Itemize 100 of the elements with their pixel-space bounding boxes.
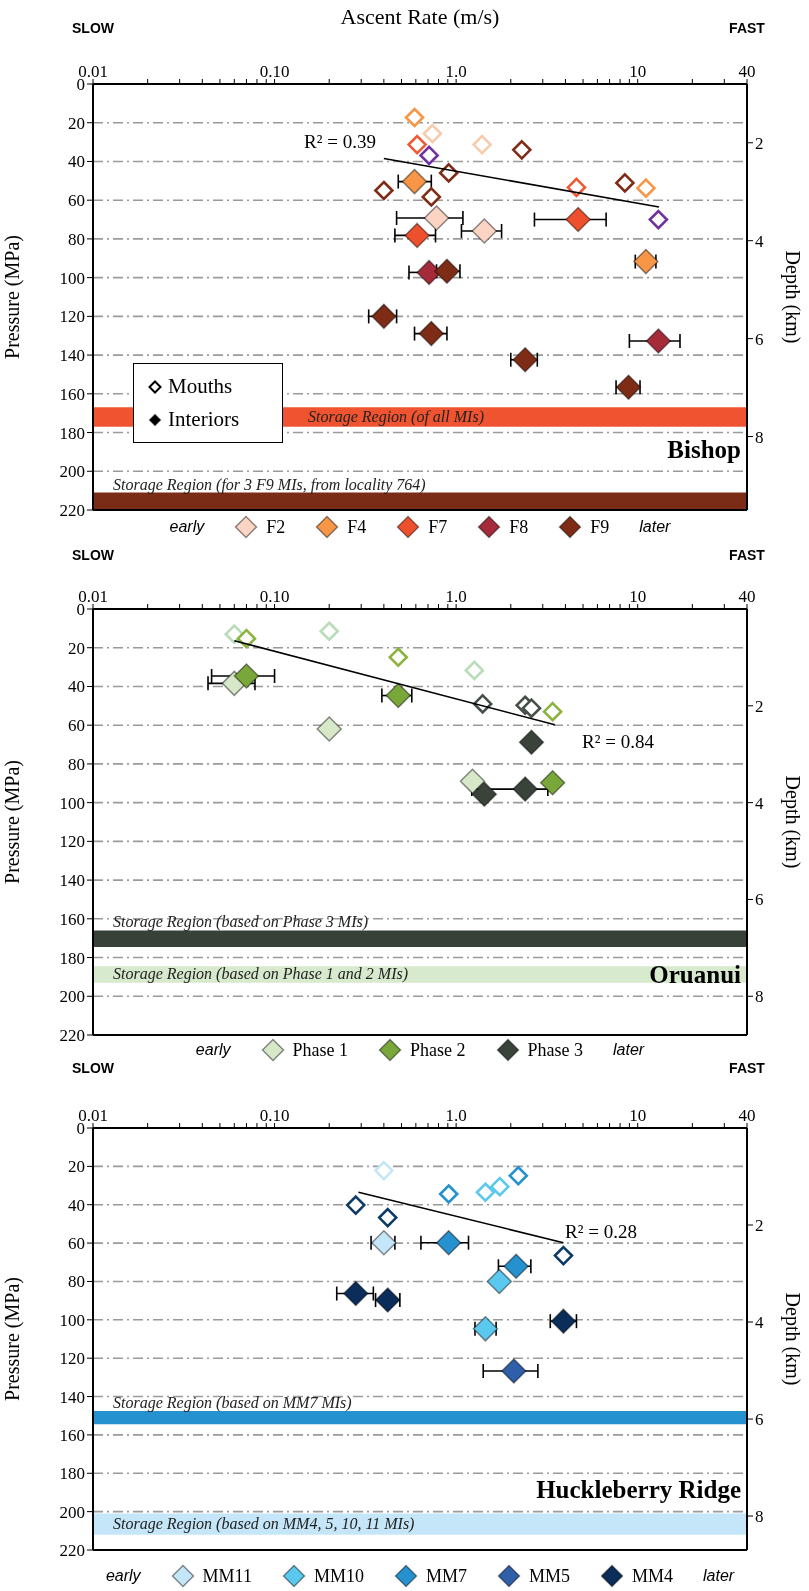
legend-label: Phase 3 (527, 1039, 584, 1061)
y-tick-label: 220 (59, 501, 85, 521)
y-tick-label: 20 (68, 638, 85, 658)
x-tick-label: 0.10 (259, 587, 290, 606)
text: later (639, 518, 671, 536)
y-tick-label: 160 (59, 384, 85, 404)
y-tick-label: 120 (59, 307, 85, 327)
y-tick-label: 140 (59, 1387, 85, 1407)
y-tick-label: 140 (59, 346, 85, 366)
y-tick-label: 220 (59, 1026, 85, 1046)
x-tick-label: 1.0 (445, 62, 467, 81)
y2-axis-title: Depth (km) (780, 1292, 804, 1386)
x-tick-label: 1.0 (445, 1106, 467, 1125)
legend-label: F7 (428, 516, 448, 538)
y-axis-title: Pressure (MPa) (1, 760, 25, 884)
legend-label: F8 (509, 516, 529, 538)
x-tick-label: 10 (629, 1106, 647, 1125)
y-tick-label: 200 (59, 987, 85, 1007)
y-tick-label: 60 (68, 716, 85, 736)
x-tick-label: 40 (738, 587, 756, 606)
y-tick-label: 140 (59, 871, 85, 891)
y2-tick-label: 4 (755, 231, 764, 251)
y2-tick-label: 2 (755, 133, 764, 153)
annotation: Mouths (168, 374, 233, 399)
legend-label: MM4 (631, 1565, 673, 1587)
y-tick-label: 80 (68, 229, 85, 249)
legend-label: MM10 (313, 1565, 364, 1587)
legend-label: F2 (266, 516, 286, 538)
x-tick-label: 0.10 (259, 62, 290, 81)
y-tick-label: 40 (68, 1195, 85, 1215)
y-tick-label: 160 (59, 909, 85, 929)
y2-tick-label: 8 (755, 987, 764, 1007)
text: Huckleberry Ridge (536, 1476, 741, 1504)
text: early (169, 518, 205, 536)
text: SLOW (72, 20, 114, 36)
text: SLOW (72, 1060, 114, 1076)
x-tick-label: 1.0 (445, 587, 467, 606)
y-tick-label: 100 (59, 793, 85, 813)
text: early (195, 1041, 231, 1059)
y-tick-label: 160 (59, 1425, 85, 1445)
legend-label: MM5 (528, 1565, 570, 1587)
y2-axis-title: Depth (km) (780, 250, 804, 344)
x-tick-label: 10 (629, 587, 647, 606)
band-label: Storage Region (based on MM7 MIs) (113, 1394, 352, 1413)
y-tick-label: 180 (59, 948, 85, 968)
y-tick-label: 20 (68, 113, 85, 133)
legend-label: Phase 2 (410, 1039, 466, 1061)
band-label: Storage Region (for 3 F9 MIs, from locality 764) (113, 475, 426, 494)
x-axis-title: Ascent Rate (m/s) (340, 4, 500, 30)
legend-label: Phase 1 (292, 1039, 349, 1061)
y-tick-label: 60 (68, 1234, 85, 1254)
y2-tick-label: 6 (755, 329, 764, 349)
text: Bishop (667, 436, 741, 464)
legend-label: MM11 (202, 1565, 252, 1587)
text: SLOW (72, 547, 114, 563)
y-tick-label: 40 (68, 677, 85, 697)
text: FAST (729, 1060, 765, 1076)
legend-label: F4 (347, 516, 367, 538)
y-tick-label: 20 (68, 1157, 85, 1177)
band-label: Storage Region (of all MIs) (308, 408, 484, 427)
y2-tick-label: 4 (755, 793, 764, 813)
y-tick-label: 120 (59, 1349, 85, 1369)
band-label: Storage Region (based on Phase 1 and 2 MIs) (113, 965, 409, 984)
y2-tick-label: 4 (755, 1313, 764, 1333)
y2-tick-label: 2 (755, 696, 764, 716)
y-tick-label: 200 (59, 1502, 85, 1522)
x-tick-label: 0.10 (259, 1106, 290, 1125)
annotation: R² = 0.28 (565, 1221, 637, 1243)
y-tick-label: 80 (68, 1272, 85, 1292)
text: later (702, 1567, 735, 1585)
y-axis-title: Pressure (MPa) (1, 1277, 25, 1401)
y-tick-label: 180 (59, 423, 85, 443)
y-tick-label: 220 (59, 1541, 85, 1561)
annotation: R² = 0.84 (582, 731, 654, 753)
x-tick-label: 40 (738, 62, 756, 81)
legend-label: MM7 (425, 1565, 467, 1587)
y-tick-label: 100 (59, 1310, 85, 1330)
y2-tick-label: 2 (755, 1216, 764, 1236)
x-tick-label: 10 (629, 62, 647, 81)
text: later (613, 1041, 645, 1059)
text: FAST (729, 20, 765, 36)
y-tick-label: 180 (59, 1464, 85, 1484)
y-axis-title: Pressure (MPa) (1, 235, 25, 359)
y2-tick-label: 6 (755, 890, 764, 910)
legend-label: F9 (590, 516, 610, 538)
y-tick-label: 200 (59, 462, 85, 482)
key-box: Mouths Interiors (133, 363, 283, 443)
y2-tick-label: 6 (755, 1410, 764, 1430)
y-tick-label: 40 (68, 152, 85, 172)
y2-tick-label: 8 (755, 427, 764, 447)
band-label: Storage Region (based on MM4, 5, 10, 11 MIs) (113, 1515, 415, 1534)
y-tick-label: 100 (59, 268, 85, 288)
y-tick-label: 80 (68, 754, 85, 774)
band-label: Storage Region (based on Phase 3 MIs) (113, 913, 369, 932)
y-tick-label: 60 (68, 191, 85, 211)
y2-axis-title: Depth (km) (780, 775, 804, 869)
annotation: R² = 0.39 (304, 131, 376, 153)
annotation: Interiors (168, 407, 240, 432)
text: FAST (729, 547, 765, 563)
text: early (105, 1567, 141, 1585)
